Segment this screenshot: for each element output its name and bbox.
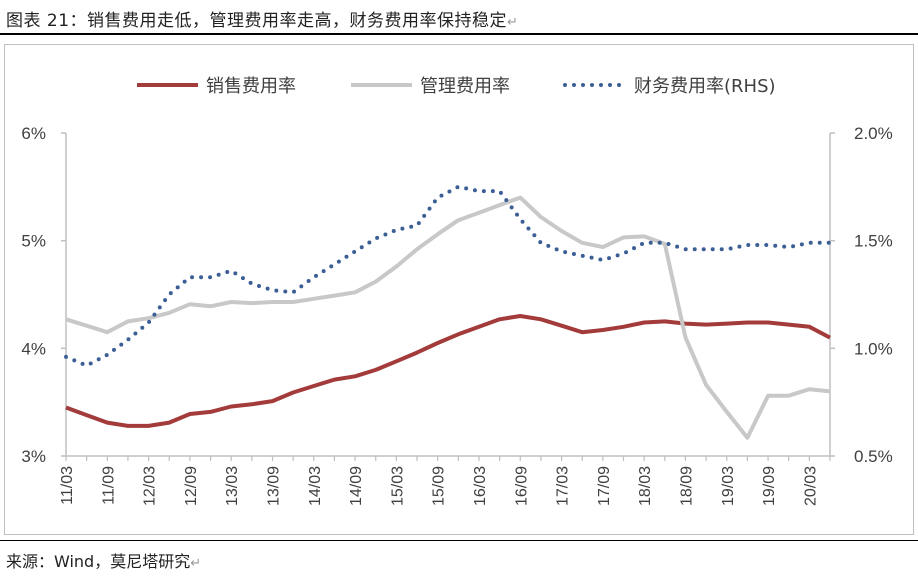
chart-frame — [4, 44, 914, 535]
right-y-tick-label: 0.5% — [854, 447, 893, 466]
right-y-tick-label: 2.0% — [854, 124, 893, 143]
x-tick-label: 15/03 — [389, 466, 406, 506]
return-mark-icon: ↵ — [190, 556, 202, 571]
legend-label-sales: 销售费用率 — [206, 76, 296, 97]
left-y-tick-label: 3% — [21, 447, 46, 466]
x-tick-label: 20/03 — [802, 466, 819, 506]
legend-label-admin: 管理费用率 — [420, 76, 510, 97]
x-tick-label: 18/03 — [637, 466, 654, 506]
x-tick-label: 13/03 — [224, 466, 241, 506]
x-tick-label: 14/03 — [307, 466, 324, 506]
source-divider — [0, 540, 918, 541]
x-tick-label: 19/09 — [761, 466, 778, 506]
x-tick-label: 11/09 — [100, 466, 117, 505]
x-tick-label: 17/03 — [555, 466, 572, 506]
series-line-finance — [64, 184, 832, 368]
series-line-admin — [65, 195, 831, 440]
x-tick-label: 17/09 — [596, 466, 613, 506]
figure-source: 来源：Wind，莫尼塔研究↵ — [6, 552, 202, 571]
x-tick-label: 18/09 — [678, 466, 695, 506]
return-mark-icon: ↵ — [507, 15, 519, 30]
x-tick-label: 12/03 — [142, 466, 159, 506]
left-y-tick-label: 4% — [21, 339, 46, 358]
x-tick-label: 14/09 — [348, 466, 365, 506]
x-tick-label: 16/09 — [513, 466, 530, 506]
left-y-tick-label: 5% — [21, 232, 46, 251]
x-tick-label: 11/03 — [59, 466, 76, 505]
x-tick-label: 16/03 — [472, 466, 489, 506]
legend-label-finance: 财务费用率(RHS) — [634, 76, 776, 97]
title-divider — [0, 33, 918, 35]
series-line-sales — [65, 314, 831, 428]
right-y-tick-label: 1.0% — [854, 339, 893, 358]
figure-title: 图表 21：销售费用走低，管理费用率走高，财务费用率保持稳定↵ — [6, 11, 519, 31]
left-y-tick-label: 6% — [21, 124, 46, 143]
x-tick-label: 15/09 — [431, 466, 448, 506]
x-tick-label: 12/09 — [183, 466, 200, 506]
right-y-tick-label: 1.5% — [854, 232, 893, 251]
x-tick-label: 19/03 — [720, 466, 737, 506]
x-tick-label: 13/09 — [265, 466, 282, 506]
